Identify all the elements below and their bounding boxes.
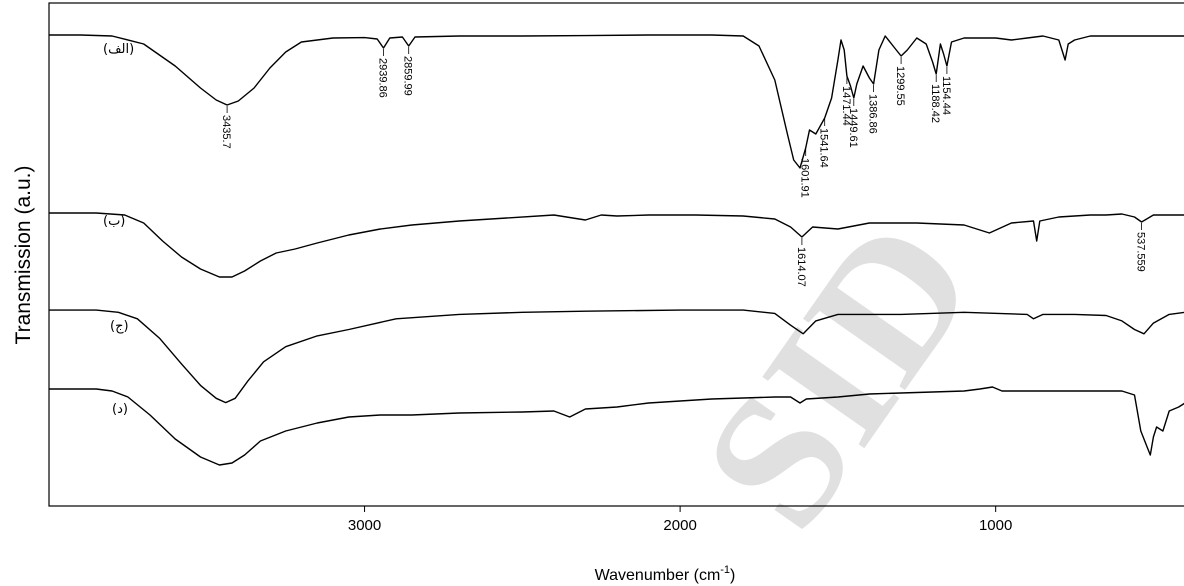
peak-label: 1471.44 <box>840 86 852 126</box>
peak-label: 1299.55 <box>894 66 906 106</box>
peak-label: 1449.61 <box>847 108 859 148</box>
x-axis-title: Wavenumber (cm-1) <box>595 564 736 584</box>
peak-label: 1601.91 <box>799 158 811 198</box>
peak-label: 1541.64 <box>818 128 830 168</box>
x-tick-label: 1000 <box>979 517 1012 534</box>
series-label-4: (د) <box>112 402 128 417</box>
x-tick-label: 3000 <box>348 517 381 534</box>
peak-label-layer: 3435.7 2939.86 2859.99 1601.91 1541.64 1471.4… <box>220 47 1147 287</box>
peak-label: 2859.99 <box>402 56 414 96</box>
watermark: SID <box>662 184 1016 564</box>
x-tick-label: 2000 <box>663 517 696 534</box>
peak-label: 2939.86 <box>377 58 389 98</box>
peak-label: 1614.07 <box>795 247 807 287</box>
series-label-3: (ج) <box>110 319 129 334</box>
peak-label: 1386.86 <box>867 94 879 134</box>
y-axis-title: Transmission (a.u.) <box>12 166 35 345</box>
series-label-1: (الف) <box>103 42 134 57</box>
series-line-4 <box>49 386 1184 466</box>
plot-frame <box>48 2 1184 507</box>
series-line-2 <box>49 212 1184 278</box>
series-label-2: (ب) <box>103 214 125 229</box>
peak-label: 3435.7 <box>220 115 232 149</box>
x-axis-ticks: 3000 2000 1000 <box>348 506 1012 534</box>
peak-label: 1188.42 <box>929 84 941 123</box>
series-line-1 <box>49 34 1184 169</box>
series-line-3 <box>49 309 1184 404</box>
peak-label: 1154.44 <box>940 76 952 115</box>
peak-label: 537.559 <box>1135 232 1147 272</box>
series-layer: (الف) (ب) (ج) (د) <box>49 34 1184 466</box>
